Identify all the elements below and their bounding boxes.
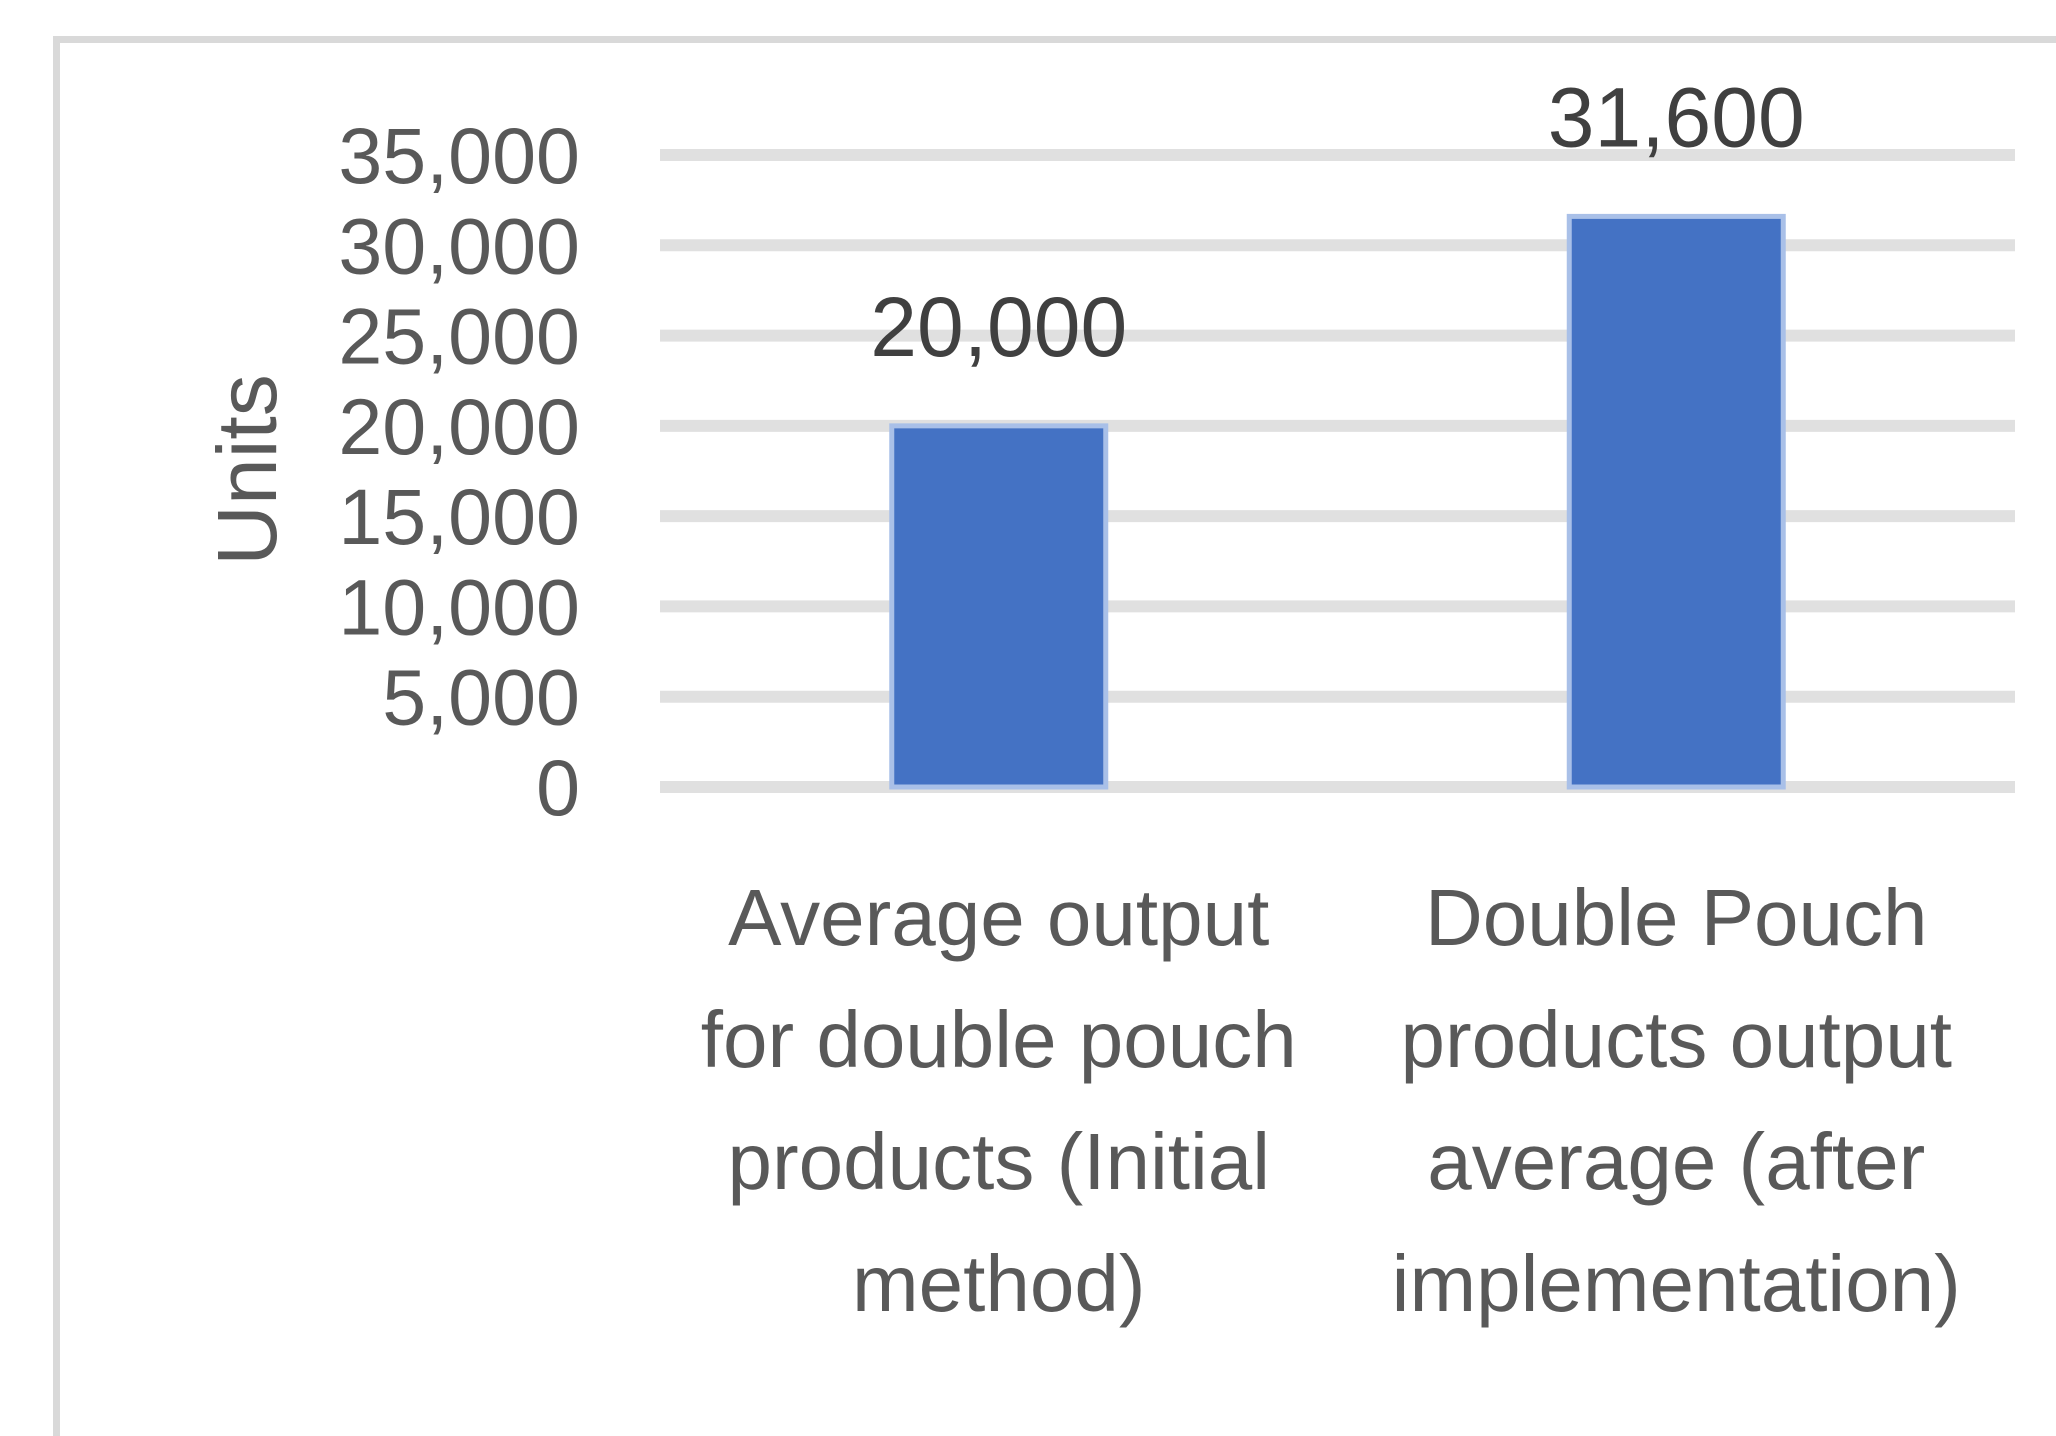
x-axis-category-labels: Average output for double pouch products (… bbox=[701, 873, 1961, 1328]
y-axis-tick-labels: 05,00010,00015,00020,00025,00030,00035,0… bbox=[338, 111, 580, 832]
y-tick-label: 25,000 bbox=[338, 292, 580, 381]
gridlines bbox=[660, 149, 2015, 793]
y-tick-label: 5,000 bbox=[382, 653, 580, 742]
y-tick-label: 30,000 bbox=[338, 201, 580, 290]
y-tick-label: 15,000 bbox=[338, 472, 580, 561]
data-labels: 20,000 31,600 bbox=[870, 70, 1804, 373]
bar bbox=[1566, 213, 1786, 790]
y-axis-title: Units bbox=[200, 374, 294, 565]
y-tick-label: 35,000 bbox=[338, 111, 580, 200]
y-tick-label: 10,000 bbox=[338, 562, 580, 651]
y-tick-label: 0 bbox=[536, 743, 580, 832]
bars bbox=[889, 213, 1786, 790]
data-label: 20,000 bbox=[870, 280, 1127, 374]
x-category-label: Average output for double pouch products (… bbox=[701, 873, 1297, 1328]
data-label: 31,600 bbox=[1548, 70, 1805, 164]
y-tick-label: 20,000 bbox=[338, 382, 580, 471]
x-category-label: Double Pouch products output average (afte… bbox=[1392, 873, 1961, 1328]
bar-chart: 05,00010,00015,00020,00025,00030,00035,0… bbox=[200, 70, 2015, 1328]
bar bbox=[889, 423, 1109, 790]
